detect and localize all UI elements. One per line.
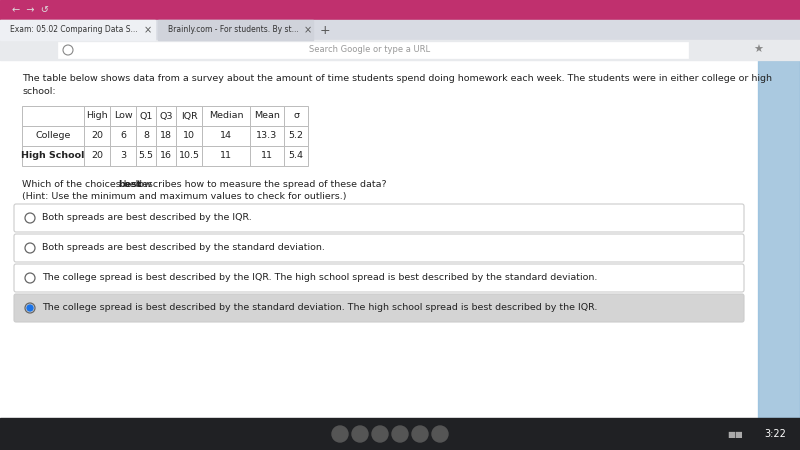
Circle shape bbox=[392, 426, 408, 442]
Bar bbox=[250, 106, 284, 126]
Text: 11: 11 bbox=[261, 152, 273, 161]
Text: Which of the choices below: Which of the choices below bbox=[22, 180, 154, 189]
Text: 18: 18 bbox=[160, 131, 172, 140]
Text: The college spread is best described by the standard deviation. The high school : The college spread is best described by … bbox=[42, 303, 598, 312]
Bar bbox=[202, 106, 250, 126]
Text: +: + bbox=[320, 23, 330, 36]
Text: school:: school: bbox=[22, 87, 56, 96]
Text: ★: ★ bbox=[753, 45, 763, 55]
Text: σ: σ bbox=[293, 112, 299, 121]
Text: 20: 20 bbox=[91, 131, 103, 140]
FancyBboxPatch shape bbox=[14, 264, 744, 292]
FancyBboxPatch shape bbox=[14, 204, 744, 232]
Bar bbox=[22, 146, 84, 166]
Text: 3:22: 3:22 bbox=[764, 429, 786, 439]
FancyBboxPatch shape bbox=[14, 234, 744, 262]
Bar bbox=[0, 418, 800, 450]
Bar bbox=[58, 42, 688, 58]
Bar bbox=[110, 106, 136, 126]
Bar bbox=[250, 146, 284, 166]
Bar bbox=[284, 146, 308, 166]
Text: Brainly.com - For students. By st...: Brainly.com - For students. By st... bbox=[168, 26, 298, 35]
Text: The college spread is best described by the IQR. The high school spread is best : The college spread is best described by … bbox=[42, 274, 598, 283]
Text: Exam: 05.02 Comparing Data S...: Exam: 05.02 Comparing Data S... bbox=[10, 26, 138, 35]
Bar bbox=[156, 126, 176, 146]
Bar bbox=[22, 106, 84, 126]
Bar bbox=[202, 126, 250, 146]
FancyBboxPatch shape bbox=[14, 294, 744, 322]
Text: Search Google or type a URL: Search Google or type a URL bbox=[310, 45, 430, 54]
Bar bbox=[136, 126, 156, 146]
Text: 10: 10 bbox=[183, 131, 195, 140]
Circle shape bbox=[352, 426, 368, 442]
Bar bbox=[284, 126, 308, 146]
Bar bbox=[284, 106, 308, 126]
Bar bbox=[0, 20, 155, 40]
Circle shape bbox=[372, 426, 388, 442]
Text: 6: 6 bbox=[120, 131, 126, 140]
Text: ×: × bbox=[304, 25, 312, 35]
Circle shape bbox=[412, 426, 428, 442]
Bar bbox=[156, 106, 176, 126]
Text: Median: Median bbox=[209, 112, 243, 121]
Bar bbox=[136, 146, 156, 166]
Text: Q1: Q1 bbox=[139, 112, 153, 121]
Bar bbox=[176, 106, 202, 126]
Bar bbox=[202, 146, 250, 166]
Circle shape bbox=[432, 426, 448, 442]
Text: High: High bbox=[86, 112, 108, 121]
Text: 3: 3 bbox=[120, 152, 126, 161]
Bar bbox=[176, 126, 202, 146]
Text: Both spreads are best described by the IQR.: Both spreads are best described by the I… bbox=[42, 213, 252, 222]
Bar bbox=[84, 126, 110, 146]
Text: Mean: Mean bbox=[254, 112, 280, 121]
Bar bbox=[156, 146, 176, 166]
Text: Q3: Q3 bbox=[159, 112, 173, 121]
Bar bbox=[158, 20, 313, 40]
Text: 16: 16 bbox=[160, 152, 172, 161]
Circle shape bbox=[332, 426, 348, 442]
Bar bbox=[176, 146, 202, 166]
Bar bbox=[136, 106, 156, 126]
Text: Both spreads are best described by the standard deviation.: Both spreads are best described by the s… bbox=[42, 243, 325, 252]
Bar bbox=[0, 40, 800, 60]
Text: ←  →  ↺: ← → ↺ bbox=[12, 5, 49, 15]
Bar bbox=[110, 146, 136, 166]
Text: College: College bbox=[35, 131, 70, 140]
Text: IQR: IQR bbox=[181, 112, 198, 121]
Bar bbox=[22, 126, 84, 146]
Bar bbox=[110, 126, 136, 146]
Bar bbox=[0, 0, 800, 20]
Text: 8: 8 bbox=[143, 131, 149, 140]
Bar bbox=[0, 20, 800, 40]
Bar bbox=[758, 60, 800, 418]
Text: (Hint: Use the minimum and maximum values to check for outliers.): (Hint: Use the minimum and maximum value… bbox=[22, 192, 346, 201]
Bar bbox=[84, 106, 110, 126]
Text: 5.5: 5.5 bbox=[138, 152, 154, 161]
Text: 10.5: 10.5 bbox=[178, 152, 199, 161]
Text: ■■: ■■ bbox=[727, 429, 743, 438]
Text: describes how to measure the spread of these data?: describes how to measure the spread of t… bbox=[134, 180, 387, 189]
Text: High School: High School bbox=[22, 152, 85, 161]
Circle shape bbox=[27, 305, 33, 311]
Text: 13.3: 13.3 bbox=[256, 131, 278, 140]
Text: 11: 11 bbox=[220, 152, 232, 161]
Text: ×: × bbox=[144, 25, 152, 35]
Text: 20: 20 bbox=[91, 152, 103, 161]
Text: 5.4: 5.4 bbox=[289, 152, 303, 161]
Bar bbox=[84, 146, 110, 166]
Text: 14: 14 bbox=[220, 131, 232, 140]
Bar bbox=[250, 126, 284, 146]
Text: best: best bbox=[118, 180, 142, 189]
Text: Low: Low bbox=[114, 112, 132, 121]
Text: The table below shows data from a survey about the amount of time students spend: The table below shows data from a survey… bbox=[22, 74, 772, 83]
Bar bbox=[0, 60, 758, 418]
Text: 5.2: 5.2 bbox=[289, 131, 303, 140]
